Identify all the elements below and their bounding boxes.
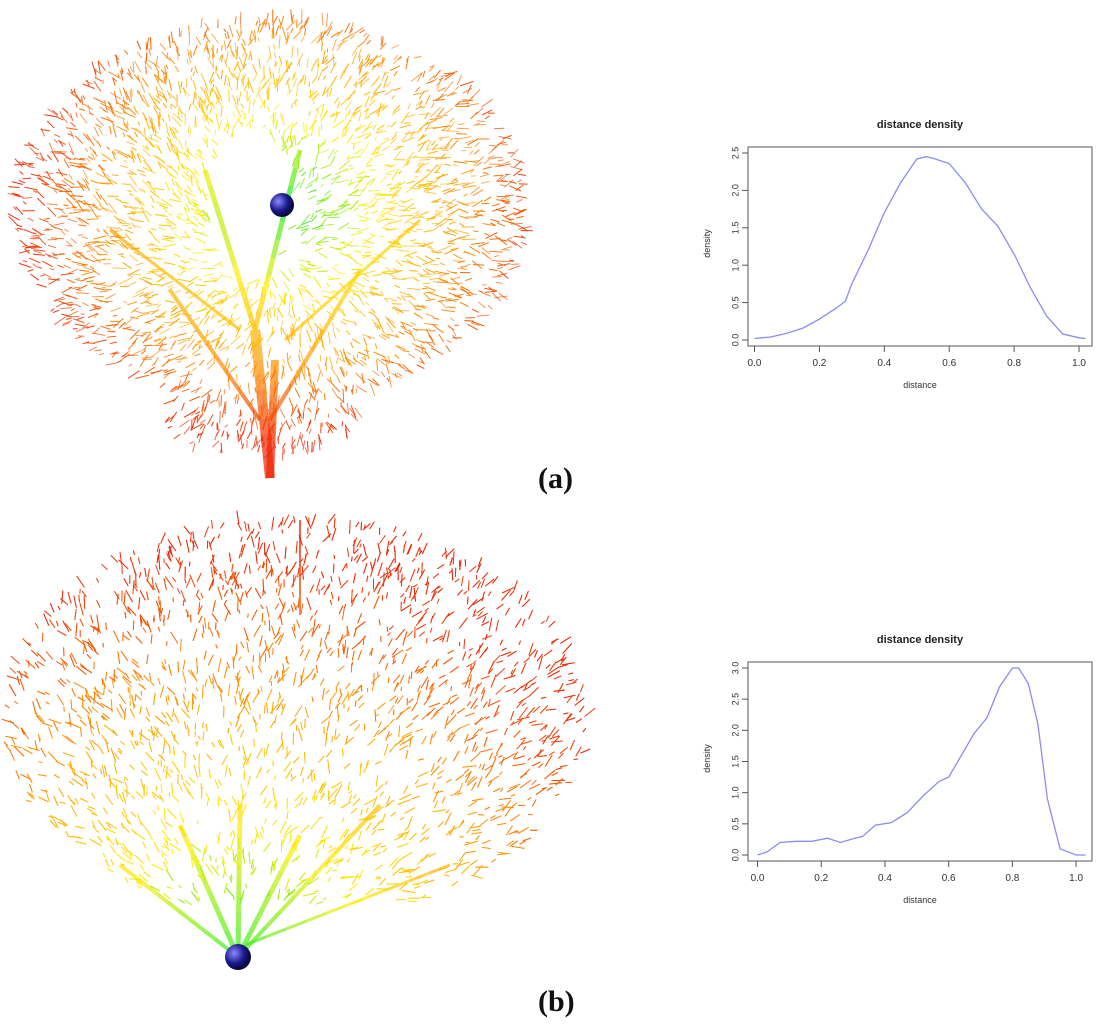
tree-branches [7,9,533,479]
reference-point-sphere [270,193,294,217]
panel-label-a: (a) [538,462,573,495]
y-tick-label: 2.5 [730,147,740,160]
x-tick-label: 1.0 [1072,358,1086,369]
tree-branches [1,510,596,959]
x-tick-label: 0.0 [748,358,762,369]
y-tick-label: 1.0 [730,786,740,799]
chart-title: distance density [877,634,964,646]
y-tick-label: 0.5 [730,818,740,831]
y-tick-label: 2.5 [730,693,740,706]
x-tick-label: 1.0 [1069,873,1083,884]
x-tick-label: 0.2 [812,358,826,369]
density-chart-b-svg: distance density 0.0 0.2 0.4 0.6 0.8 1.0 0.0 0.5… [702,634,1093,905]
chart-title: distance density [877,119,964,131]
y-tick-label: 0.0 [730,849,740,862]
tree-a-point-cloud [0,0,560,490]
plot-frame [747,661,1093,862]
x-tick-label: 0.6 [942,358,956,369]
x-tick-label: 0.8 [1007,358,1021,369]
density-chart-b: distance density 0.0 0.2 0.4 0.6 0.8 1.0 0.0 0.5… [660,615,1100,925]
x-axis-label: distance [903,895,937,905]
y-axis-label: density [702,229,712,258]
density-line [754,156,1086,340]
x-tick-label: 0.4 [878,873,892,884]
y-tick-label: 2.0 [730,184,740,197]
y-axis-label: density [702,744,712,773]
density-chart-a-svg: distance density 0.0 0.2 0.4 0.6 0.8 1.0 0.0 0.5… [702,119,1093,390]
x-axis-label: distance [903,380,937,390]
y-tick-label: 3.0 [730,662,740,675]
tree-b-point-cloud [0,505,600,985]
y-tick-label: 0.5 [730,296,740,309]
x-tick-label: 0.8 [1005,873,1019,884]
reference-point-sphere [225,944,251,970]
x-tick-label: 0.2 [814,873,828,884]
density-chart-a: distance density 0.0 0.2 0.4 0.6 0.8 1.0 0.0 0.5… [660,100,1100,410]
x-tick-label: 0.6 [942,873,956,884]
y-tick-label: 2.0 [730,724,740,737]
y-tick-label: 1.5 [730,222,740,235]
plot-frame [747,146,1093,347]
y-tick-label: 0.0 [730,334,740,347]
y-tick-label: 1.5 [730,755,740,768]
tree-a-svg [7,9,533,479]
y-tick-label: 1.0 [730,259,740,272]
density-line [757,667,1086,856]
x-tick-label: 0.0 [751,873,765,884]
panel-label-b: (b) [538,985,575,1018]
x-tick-label: 0.4 [877,358,891,369]
tree-b-svg [1,510,596,970]
